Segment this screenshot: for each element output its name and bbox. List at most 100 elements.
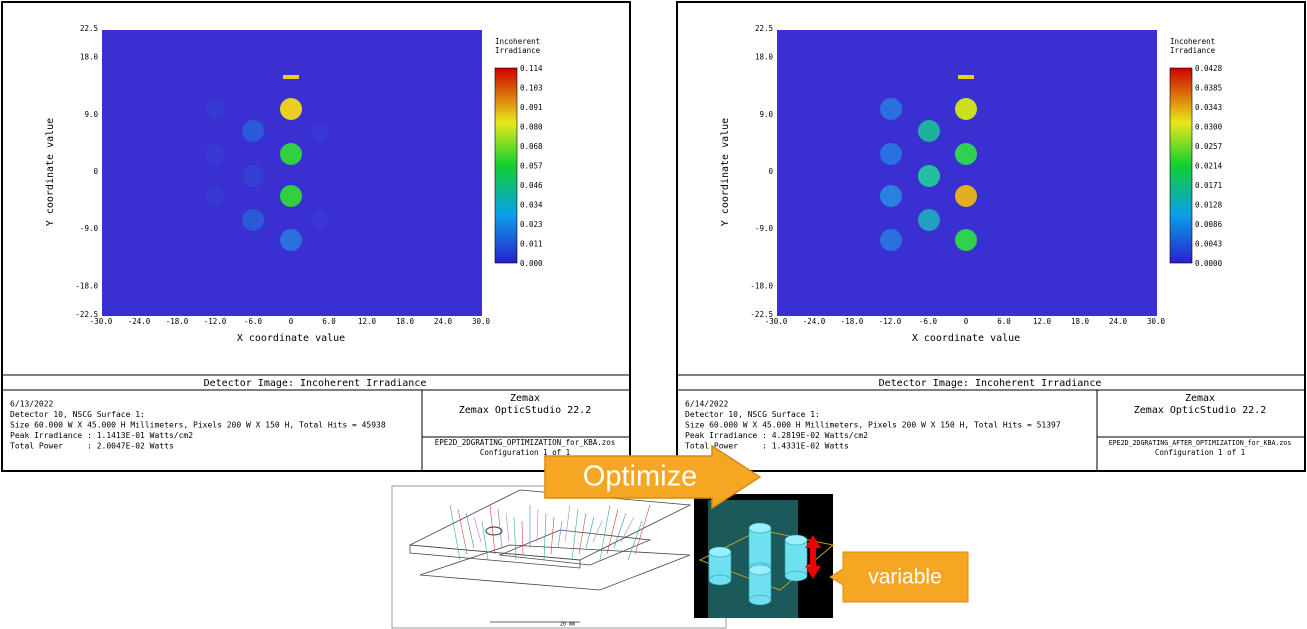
lens [485, 526, 503, 536]
info-line: Detector 10, NSCG Surface 1: [10, 410, 145, 419]
x-tick-label: 0 [964, 317, 969, 326]
cylinder-bottom [784, 570, 808, 582]
ray [564, 504, 571, 543]
spot [955, 185, 977, 207]
y-tick-label: -9.0 [755, 224, 774, 233]
configuration: Configuration 1 of 1 [480, 448, 570, 457]
info-line: Size 60.000 W X 45.000 H Millimeters, Pi… [685, 421, 1061, 430]
ray [627, 520, 643, 561]
ray [536, 508, 539, 543]
y-tick-label: 22.5 [755, 24, 773, 33]
x-tick-label: 24.0 [434, 317, 453, 326]
colorbar-tick-label: 0.068 [520, 142, 543, 151]
ray [513, 516, 517, 561]
y-axis-label: Y coordinate value [45, 118, 56, 226]
ray [578, 512, 587, 555]
ray [592, 520, 603, 543]
x-tick-label: -24.0 [128, 317, 151, 326]
software: Zemax [1185, 393, 1215, 404]
spot [242, 120, 264, 142]
cylinder-top [708, 546, 732, 558]
colorbar-tick-label: 0.0257 [1195, 142, 1222, 151]
colorbar-title: Irradiance [495, 46, 541, 55]
colorbar-tick-label: 0.0171 [1195, 181, 1222, 190]
spot [205, 144, 225, 164]
spot [955, 98, 977, 120]
spot [955, 229, 977, 251]
info-line: 6/13/2022 [10, 400, 54, 409]
ray [481, 520, 489, 561]
scale-bar: 20 mm [560, 622, 575, 628]
colorbar-tick-label: 0.103 [520, 84, 543, 93]
callout-box [829, 551, 969, 603]
info-line: 6/14/2022 [685, 400, 729, 409]
footer-title: Detector Image: Incoherent Irradiance [879, 378, 1102, 389]
info-line: Peak Irradiance : 1.1413E-01 Watts/cm2 [10, 431, 193, 440]
spot [205, 186, 225, 206]
x-tick-label: 24.0 [1109, 317, 1128, 326]
ray [505, 512, 510, 543]
spot [955, 143, 977, 165]
ray [457, 508, 468, 555]
x-tick-label: 12.0 [1033, 317, 1052, 326]
ray [571, 508, 579, 561]
ray [557, 520, 563, 549]
y-tick-label: 18.0 [755, 53, 774, 62]
info-line: Peak Irradiance : 4.2819E-02 Watts/cm2 [685, 431, 868, 440]
ray [543, 512, 547, 561]
layout-shape [498, 529, 652, 566]
cylinder [784, 539, 808, 577]
ray [613, 512, 627, 549]
spot-top [958, 75, 974, 79]
ray [620, 516, 635, 543]
colorbar-tick-label: 0.0043 [1195, 240, 1222, 249]
x-axis-label: X coordinate value [237, 333, 345, 344]
cylinder-top [748, 564, 772, 576]
software: Zemax [510, 393, 540, 404]
info-line: Total Power : 2.0047E-02 Watts [10, 442, 174, 451]
x-tick-label: 30.0 [472, 317, 491, 326]
ray [489, 504, 496, 555]
colorbar-tick-label: 0.0128 [1195, 201, 1223, 210]
x-tick-label: -18.0 [841, 317, 864, 326]
colorbar-title: Irradiance [1170, 46, 1216, 55]
spot [242, 165, 264, 187]
x-tick-label: 0 [289, 317, 294, 326]
software: Zemax OpticStudio 22.2 [1134, 405, 1266, 416]
optimize-arrow [544, 444, 762, 510]
colorbar [1169, 67, 1193, 264]
optimize-label: Optimize [583, 461, 697, 493]
x-tick-label: -12.0 [204, 317, 227, 326]
y-tick-label: 0 [768, 167, 773, 176]
x-tick-label: -6.0 [919, 317, 938, 326]
x-tick-label: -18.0 [166, 317, 189, 326]
y-tick-label: 9.0 [84, 110, 98, 119]
x-tick-label: 6.0 [322, 317, 336, 326]
x-tick-label: 12.0 [358, 317, 377, 326]
layout-shape [409, 544, 581, 569]
info-line: Total Power : 1.4331E-02 Watts [685, 442, 849, 451]
x-tick-label: -30.0 [765, 317, 788, 326]
info-line: Size 60.000 W X 45.000 H Millimeters, Pi… [10, 421, 386, 430]
variable-arrow [805, 535, 821, 579]
colorbar-tick-label: 0.023 [520, 220, 543, 229]
y-tick-label: -22.5 [75, 310, 98, 319]
colorbar [494, 67, 518, 264]
ray [550, 516, 555, 555]
ray [521, 520, 524, 555]
spot [880, 229, 902, 251]
colorbar-tick-label: 0.0385 [1195, 84, 1222, 93]
file-name: EPE2D_2DGRATING_OPTIMIZATION_for_KBA.zos [435, 438, 616, 447]
footer-title: Detector Image: Incoherent Irradiance [204, 378, 427, 389]
info-line: Detector 10, NSCG Surface 1: [685, 410, 820, 419]
colorbar-tick-label: 0.080 [520, 123, 543, 132]
spot-top [283, 75, 299, 79]
y-tick-label: -22.5 [750, 310, 773, 319]
x-tick-label: 18.0 [396, 317, 415, 326]
spot [918, 120, 940, 142]
colorbar-tick-label: 0.0000 [1195, 259, 1223, 268]
y-tick-label: -18.0 [75, 281, 98, 290]
colorbar-tick-label: 0.0086 [1195, 220, 1223, 229]
ray [585, 516, 595, 549]
